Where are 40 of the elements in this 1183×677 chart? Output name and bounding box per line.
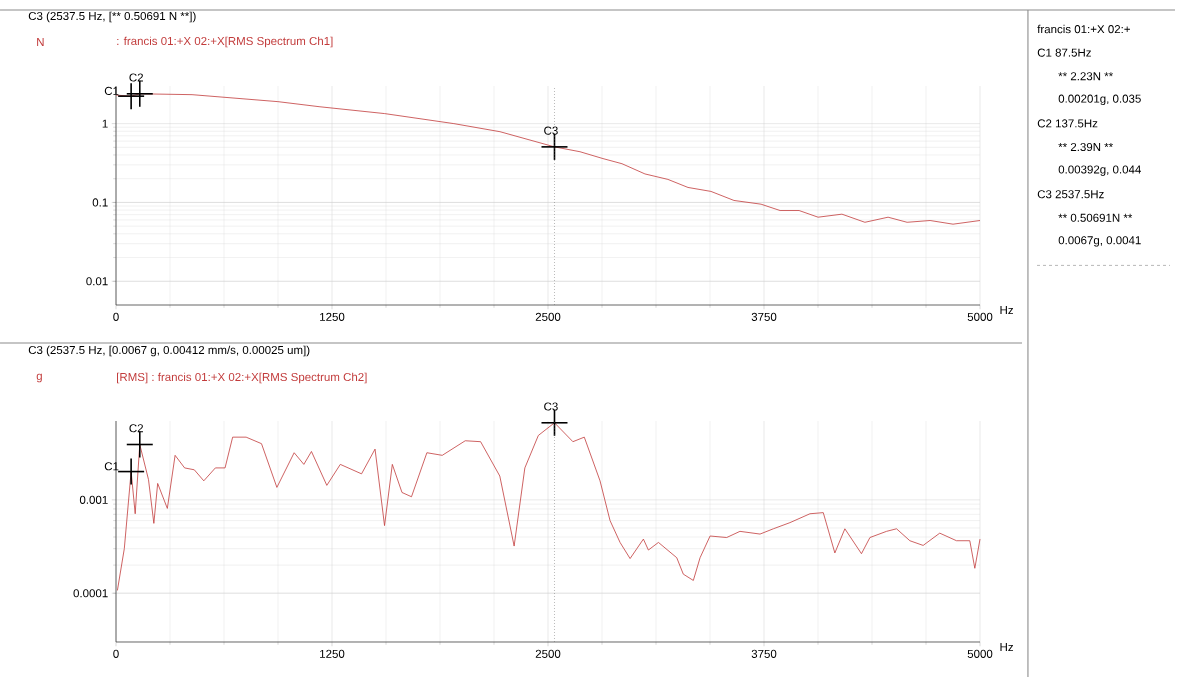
- y-axis-title: g: [36, 373, 42, 383]
- annotation: C3: [544, 402, 558, 411]
- x-tick-label: 2500: [535, 312, 561, 321]
- chart-subtitle: [RMS] : francis 01:+X 02:+X[RMS Spectrum Ch2]: [117, 372, 367, 384]
- line-series: [115, 93, 981, 225]
- annotation: C2: [129, 424, 143, 433]
- text: C2 137.5Hz: [1037, 119, 1098, 128]
- chart-title: C3 (2537.5 Hz, [0.0067 g, 0.00412 mm/s, 0.00025 um]): [28, 345, 310, 357]
- annotation: C3: [544, 126, 558, 135]
- x-tick-label: 1250: [320, 649, 345, 658]
- annotation: C1: [104, 462, 119, 471]
- x-tick-label: 0: [113, 312, 119, 321]
- x-tick-label: 5000: [967, 312, 993, 321]
- text: 0.0067g, 0.0041: [1058, 236, 1141, 247]
- chart-title: C3 (2537.5 Hz, [** 0.50691 N **]): [28, 11, 196, 23]
- text: 0.00201g, 0.035: [1058, 94, 1141, 105]
- y-tick-label: 0.001: [79, 495, 108, 504]
- y-tick-label: 0.0001: [73, 589, 108, 598]
- text: ** 2.39N **: [1058, 142, 1113, 152]
- text: C3 2537.5Hz: [1037, 190, 1104, 199]
- text: 0.00392g, 0.044: [1058, 165, 1141, 176]
- y-axis-title: N: [37, 38, 44, 46]
- x-tick-label: 0: [113, 649, 119, 658]
- text: francis 01:+X 02:+: [1037, 24, 1130, 34]
- x-tick-label: 2500: [535, 649, 561, 658]
- text: C1 87.5Hz: [1037, 48, 1091, 57]
- x-tick-label: 3750: [751, 649, 777, 658]
- annotation: C1: [104, 86, 119, 95]
- annotation: C2: [129, 73, 143, 82]
- text: ** 2.23N **: [1058, 72, 1113, 81]
- y-tick-label: 0.01: [86, 277, 108, 286]
- x-tick-label: 3750: [751, 312, 777, 321]
- x-axis-title: Hz: [1000, 306, 1014, 314]
- x-tick-label: 1250: [320, 312, 345, 321]
- x-tick-label: 5000: [967, 649, 993, 658]
- x-axis-title: Hz: [1000, 643, 1014, 651]
- text: ** 0.50691N **: [1058, 213, 1133, 222]
- chart-subtitle: : francis 01:+X 02:+X[RMS Spectrum Ch1]: [117, 36, 333, 48]
- y-tick-label: 1: [102, 119, 108, 128]
- y-tick-label: 0.1: [92, 198, 108, 207]
